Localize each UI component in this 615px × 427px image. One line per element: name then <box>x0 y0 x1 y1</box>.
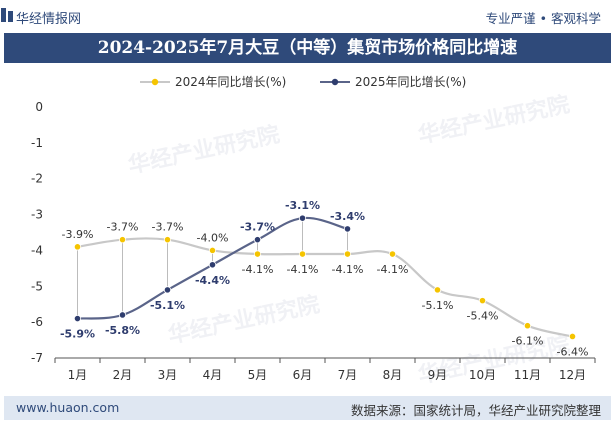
data-label-2024: -6.4% <box>557 345 589 358</box>
legend-marker-2024 <box>151 78 159 86</box>
line-chart: 华经产业研究院华经产业研究院华经产业研究院华经产业研究院0-1-2-3-4-5-… <box>31 75 596 389</box>
data-point-2024[interactable] <box>163 236 172 244</box>
y-tick-label: -7 <box>31 351 43 365</box>
x-tick-label: 7月 <box>338 368 358 382</box>
data-point-2024[interactable] <box>478 297 487 305</box>
y-tick-label: -4 <box>31 243 43 257</box>
data-point-2025[interactable] <box>343 225 352 233</box>
tagline: 专业严谨 • 客观科学 <box>485 11 601 26</box>
y-tick-label: -6 <box>31 315 43 329</box>
data-point-2024[interactable] <box>298 250 307 258</box>
data-point-2025[interactable] <box>118 311 127 319</box>
y-tick-label: 0 <box>35 100 43 114</box>
footer: www.huaon.com 数据来源：国家统计局，华经产业研究院整理 <box>4 396 611 420</box>
watermark-text: 华经产业研究院 <box>126 121 282 178</box>
logo-icon <box>1 8 13 22</box>
data-label-2024: -5.4% <box>467 310 499 323</box>
data-point-2024[interactable] <box>523 322 532 330</box>
data-label-2024: -4.1% <box>287 263 319 276</box>
header: 华经情报网 专业严谨 • 客观科学 <box>0 0 615 33</box>
y-tick-label: -5 <box>31 279 43 293</box>
data-point-2024[interactable] <box>343 250 352 258</box>
data-label-2025: -3.1% <box>285 199 320 212</box>
x-tick-label: 8月 <box>383 368 403 382</box>
data-label-2024: -3.7% <box>107 221 139 234</box>
y-tick-label: -1 <box>31 136 43 150</box>
y-tick-label: -2 <box>31 172 43 186</box>
watermark-text: 华经产业研究院 <box>416 91 572 148</box>
data-point-2024[interactable] <box>433 286 442 294</box>
data-label-2024: -5.1% <box>422 299 454 312</box>
data-label-2024: -4.1% <box>377 263 409 276</box>
x-tick-label: 12月 <box>559 368 586 382</box>
x-tick-label: 6月 <box>293 368 313 382</box>
title-bar: 2024-2025年7月大豆（中等）集贸市场价格同比增速 <box>4 33 611 63</box>
data-point-2024[interactable] <box>73 243 82 251</box>
data-label-2025: -5.1% <box>150 299 185 312</box>
data-point-2024[interactable] <box>253 250 262 258</box>
data-point-2024[interactable] <box>118 236 127 244</box>
legend-marker-2025 <box>331 78 339 86</box>
x-tick-label: 9月 <box>428 368 448 382</box>
x-tick-label: 5月 <box>248 368 268 382</box>
data-point-2024[interactable] <box>388 250 397 258</box>
data-label-2024: -6.1% <box>512 335 544 348</box>
y-tick-label: -3 <box>31 208 43 222</box>
data-label-2024: -4.0% <box>197 231 229 244</box>
chart-title: 2024-2025年7月大豆（中等）集贸市场价格同比增速 <box>97 38 518 58</box>
series-line-2024 <box>77 237 573 338</box>
legend-label-2025: 2025年同比增长(%) <box>355 75 466 89</box>
legend-label-2024: 2024年同比增长(%) <box>175 75 286 89</box>
data-point-2025[interactable] <box>73 314 82 323</box>
data-source: 数据来源：国家统计局，华经产业研究院整理 <box>350 403 601 418</box>
x-tick-label: 1月 <box>68 368 88 382</box>
website-url[interactable]: www.huaon.com <box>16 400 120 415</box>
data-point-2025[interactable] <box>163 286 172 294</box>
x-tick-label: 2月 <box>113 368 133 382</box>
x-tick-label: 3月 <box>158 368 178 382</box>
data-label-2024: -3.7% <box>152 221 184 234</box>
data-label-2025: -5.9% <box>60 328 95 341</box>
x-tick-label: 4月 <box>203 368 223 382</box>
data-point-2024[interactable] <box>568 332 577 341</box>
watermark-text: 华经产业研究院 <box>166 291 322 348</box>
data-label-2025: -3.4% <box>330 210 365 223</box>
x-tick-label: 10月 <box>469 368 496 382</box>
data-point-2025[interactable] <box>253 236 262 244</box>
data-point-2024[interactable] <box>208 246 217 255</box>
data-label-2025: -5.8% <box>105 324 140 337</box>
data-point-2025[interactable] <box>208 261 217 269</box>
brand-name: 华经情报网 <box>16 12 82 27</box>
data-point-2025[interactable] <box>298 214 307 222</box>
data-label-2025: -3.7% <box>240 221 275 234</box>
data-label-2024: -3.9% <box>62 228 94 241</box>
data-label-2025: -4.4% <box>195 274 230 287</box>
data-label-2024: -4.1% <box>242 263 274 276</box>
data-label-2024: -4.1% <box>332 263 364 276</box>
x-tick-label: 11月 <box>514 368 541 382</box>
